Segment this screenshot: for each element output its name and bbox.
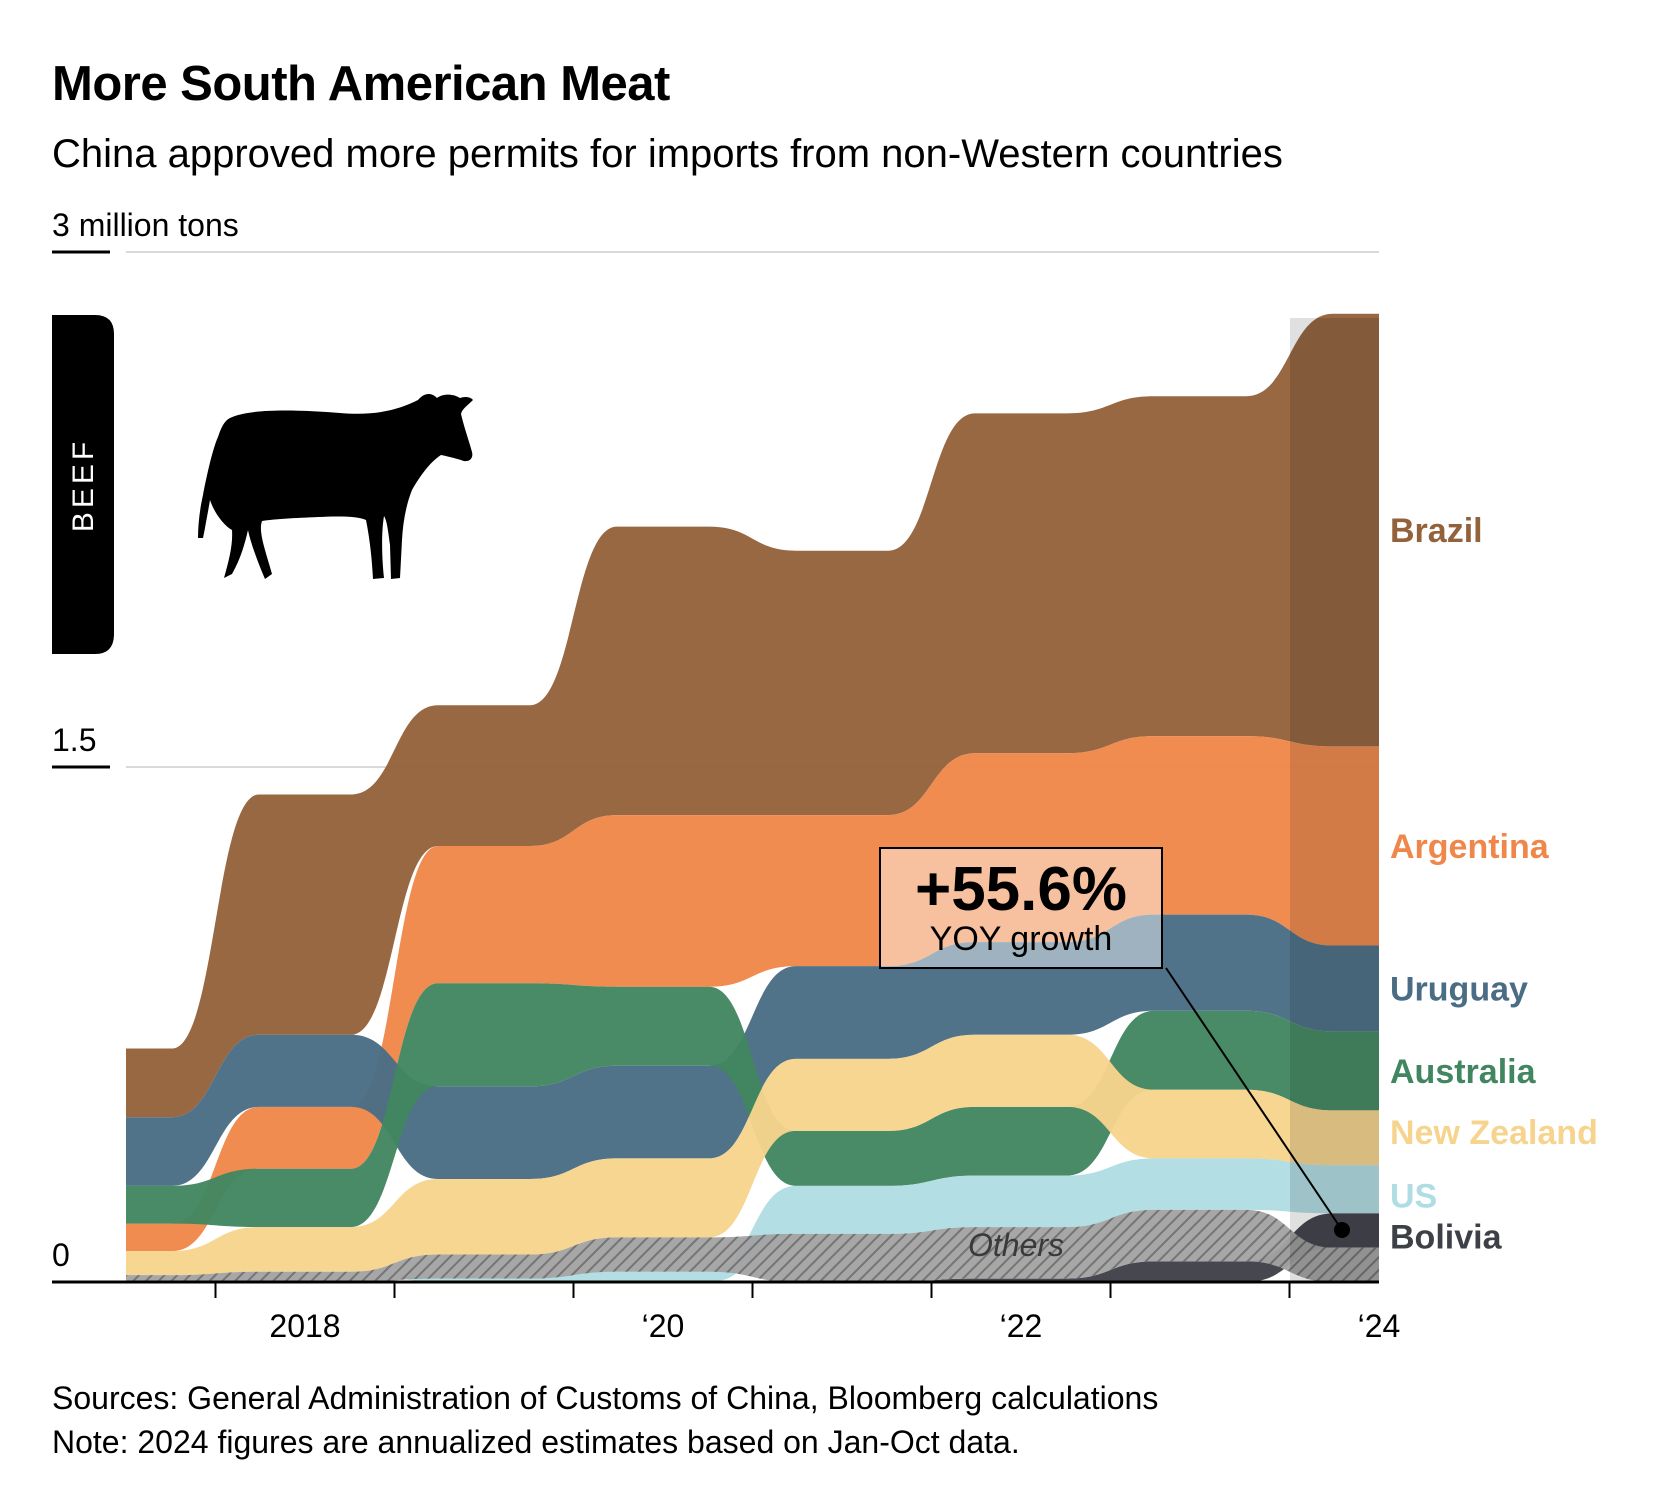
growth-annotation: +55.6% YOY growth — [879, 847, 1350, 1238]
series-labels: Brazil Argentina Uruguay Australia New Zeala… — [1390, 512, 1598, 1256]
stream-argentina — [126, 736, 1379, 1252]
chart-title: More South American Meat — [52, 57, 670, 111]
x-axis: 2018 ‘20 ‘22 ‘24 — [52, 1280, 1401, 1344]
series-label-bolivia: Bolivia — [1390, 1219, 1503, 1257]
series-label-uruguay: Uruguay — [1390, 970, 1528, 1008]
stream-uruguay — [126, 914, 1379, 1186]
beef-tab: BEEF — [52, 315, 114, 654]
stream-australia — [126, 983, 1379, 1228]
stream-brazil — [126, 313, 1379, 1118]
x-tick-label: 2018 — [269, 1308, 340, 1344]
source-note: Sources: General Administration of Custo… — [52, 1380, 1159, 1416]
y-tick-label: 3 million tons — [52, 207, 239, 243]
chart-subtitle: China approved more permits for imports … — [52, 132, 1283, 176]
y-tick-label: 0 — [52, 1237, 70, 1273]
stream-areas — [126, 313, 1379, 1282]
beef-tab-label: BEEF — [67, 438, 100, 532]
series-label-new-zealand: New Zealand — [1390, 1114, 1598, 1152]
annotation-label: YOY growth — [930, 920, 1113, 958]
y-tick-label: 1.5 — [52, 722, 96, 758]
stream-others — [126, 1209, 1379, 1282]
others-label: Others — [968, 1227, 1064, 1263]
stream-us — [126, 1158, 1379, 1282]
stream-new-zealand — [126, 1034, 1379, 1276]
series-label-brazil: Brazil — [1390, 512, 1483, 550]
x-tick-label: ‘24 — [1358, 1308, 1401, 1344]
x-tick-label: ‘22 — [1000, 1308, 1043, 1344]
series-label-australia: Australia — [1390, 1053, 1537, 1091]
annotation-dot — [1334, 1222, 1350, 1238]
gridlines: 3 million tons 1.5 0 — [52, 207, 1379, 1273]
data-note: Note: 2024 figures are annualized estima… — [52, 1424, 1020, 1460]
series-label-argentina: Argentina — [1390, 828, 1550, 866]
x-tick-label: ‘20 — [642, 1308, 685, 1344]
annotation-value: +55.6% — [915, 855, 1127, 924]
series-label-us: US — [1390, 1177, 1437, 1215]
annotation-box — [879, 847, 1163, 969]
cow-icon — [198, 394, 473, 579]
annotation-leader-line — [1165, 967, 1343, 1231]
stream-bolivia — [126, 1213, 1379, 1282]
estimate-shade-2024 — [1290, 318, 1379, 1282]
footer: Sources: General Administration of Custo… — [52, 1376, 1158, 1464]
